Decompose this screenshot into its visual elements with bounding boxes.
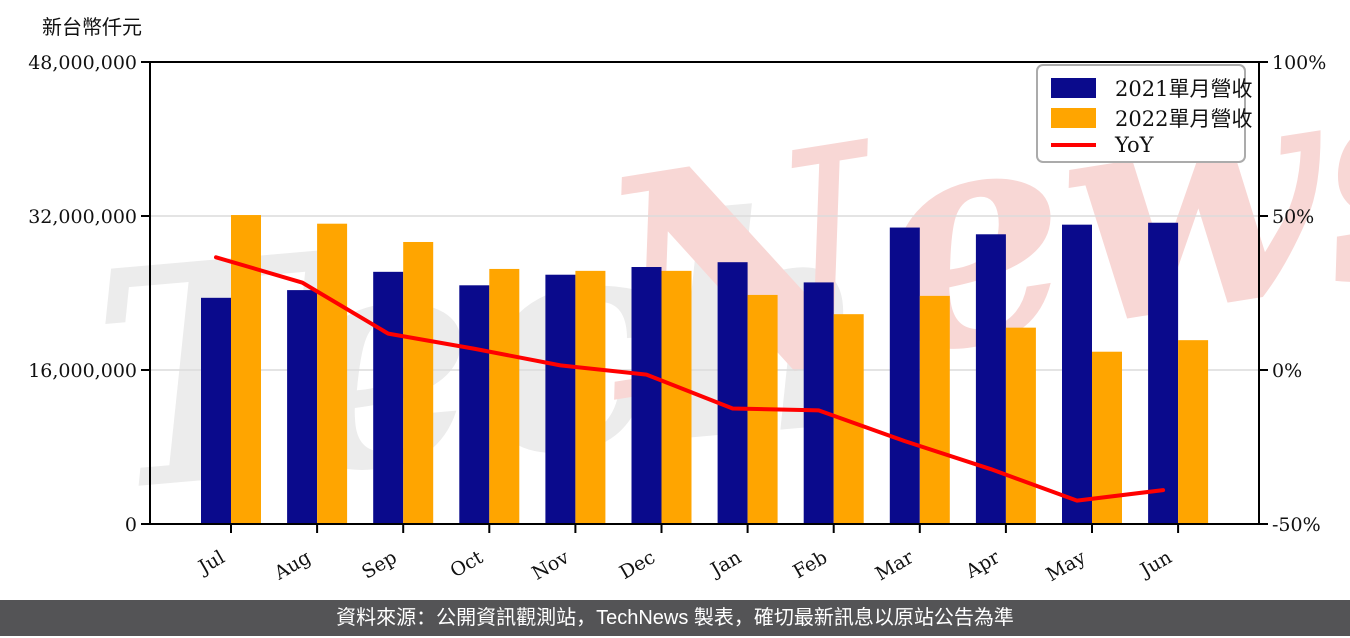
x-tick-label-Sep: Sep	[358, 546, 401, 583]
x-tick-label-Jul: Jul	[193, 546, 228, 579]
bar-2022單月營收-Oct	[489, 268, 520, 524]
y-right-tick-label: 0%	[1272, 360, 1302, 382]
source-note: 資料來源：公開資訊觀測站，TechNews 製表，確切最新訊息以原站公告為準	[336, 607, 1014, 629]
x-tick-label-Oct: Oct	[446, 546, 487, 582]
legend-label-yoy: YoY	[1115, 133, 1154, 157]
x-tick-label-May: May	[1043, 546, 1090, 586]
bar-2021單月營收-May	[1062, 224, 1092, 524]
legend-swatch-yoy	[1051, 143, 1096, 147]
y-left-tick-label: 16,000,000	[28, 360, 137, 382]
legend-label-2021: 2021單月營收	[1115, 77, 1253, 101]
bar-2021單月營收-Dec	[631, 267, 662, 524]
bar-2021單月營收-Feb	[803, 282, 834, 524]
bar-2021單月營收-Jul	[201, 297, 231, 524]
tick-marks	[141, 61, 1268, 533]
x-tick-label-Dec: Dec	[616, 546, 659, 584]
legend-item-2021: 2021單月營收	[1051, 73, 1252, 103]
legend-item-2022: 2022單月營收	[1051, 103, 1252, 133]
bar-2022單月營收-Aug	[317, 223, 348, 524]
y-left-tick-label: 32,000,000	[28, 206, 137, 228]
bar-2022單月營收-Sep	[403, 241, 434, 525]
legend-swatch-2022	[1051, 108, 1096, 128]
y-left-tick-label: 0	[125, 514, 137, 536]
bar-2022單月營收-Jun	[1178, 340, 1209, 524]
y-right-tick-label: -50%	[1272, 514, 1321, 536]
bar-2022單月營收-Apr	[1005, 327, 1036, 524]
bar-2022單月營收-Mar	[919, 295, 950, 524]
x-tick-label-Apr: Apr	[961, 546, 1004, 583]
y-right-tick-label: 50%	[1272, 206, 1314, 228]
x-tick-label-Feb: Feb	[789, 546, 831, 583]
footer-bar: 資料來源：公開資訊觀測站，TechNews 製表，確切最新訊息以原站公告為準	[0, 600, 1350, 636]
bar-2021單月營收-Aug	[287, 290, 318, 524]
x-axis-labels: Jul Aug Sep Oct Nov Dec Jan Feb Mar Apr May Jun	[193, 546, 1175, 586]
chart-canvas: 0 16,000,000 32,000,000 48,000,000 -50% 0% 50%…	[28, 52, 1326, 586]
x-tick-label-Jan: Jan	[705, 546, 745, 582]
legend-swatch-2021	[1051, 78, 1096, 98]
yoy-line	[214, 255, 1166, 503]
bar-2022單月營收-Nov	[575, 270, 606, 524]
x-tick-label-Jun: Jun	[1135, 546, 1176, 582]
y-right-tick-label: 100%	[1272, 52, 1326, 74]
bar-2022單月營收-Dec	[661, 270, 692, 524]
y-axis-right-labels: -50% 0% 50% 100%	[1272, 52, 1326, 536]
legend-label-2022: 2022單月營收	[1115, 107, 1253, 131]
bar-2021單月營收-Oct	[459, 285, 490, 524]
x-tick-label-Nov: Nov	[528, 546, 573, 585]
bars-series-0	[201, 222, 1179, 525]
axis-frame	[149, 61, 1260, 525]
bar-2021單月營收-Nov	[545, 274, 576, 524]
bar-2021單月營收-Jun	[1148, 222, 1179, 525]
bar-2021單月營收-Jan	[717, 262, 748, 524]
bars-series-1	[231, 215, 1209, 525]
x-tick-label-Aug: Aug	[270, 546, 315, 585]
y-axis-left-labels: 0 16,000,000 32,000,000 48,000,000	[28, 52, 137, 536]
y-left-tick-label: 48,000,000	[28, 52, 137, 74]
x-tick-label-Mar: Mar	[872, 546, 918, 585]
legend: 2021單月營收 2022單月營收 YoY	[1036, 64, 1252, 163]
y-axis-unit-label: 新台幣仟元	[42, 15, 142, 39]
bar-2021單月營收-Sep	[373, 271, 404, 524]
bar-2021單月營收-Apr	[975, 234, 1006, 524]
bar-2021單月營收-Mar	[889, 227, 920, 525]
legend-item-yoy: YoY	[1051, 133, 1236, 157]
